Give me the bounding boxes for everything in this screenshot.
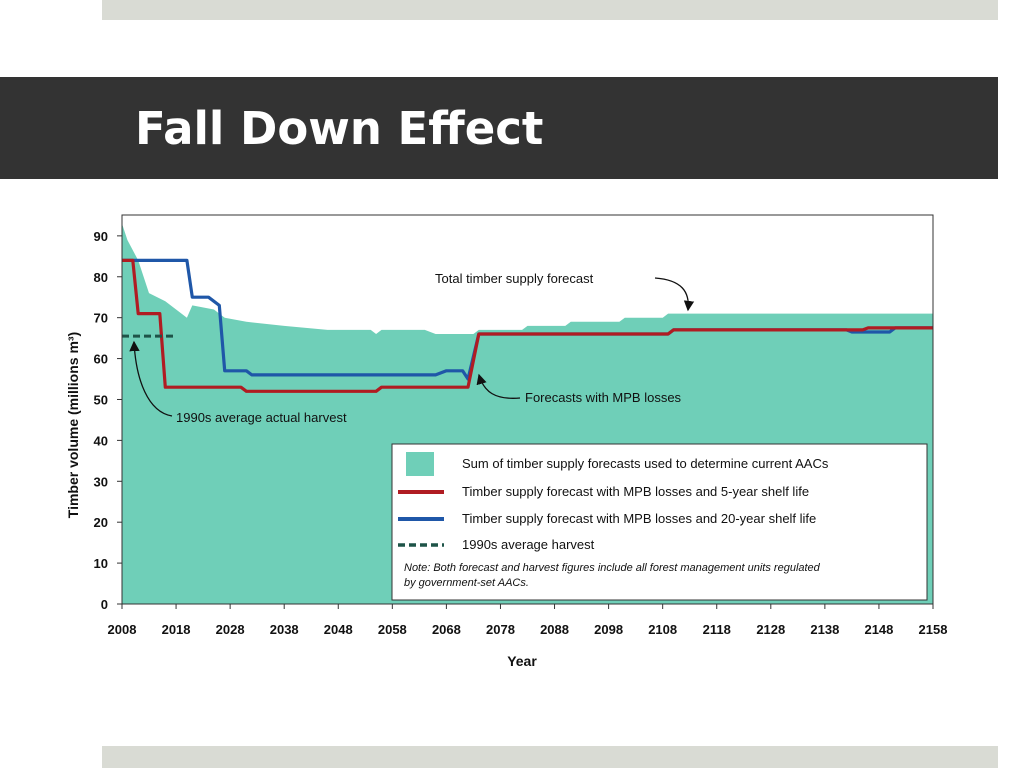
- slide-title: Fall Down Effect: [135, 102, 544, 155]
- x-tick-label: 2148: [864, 622, 893, 637]
- legend-label-area: Sum of timber supply forecasts used to d…: [462, 456, 829, 471]
- x-tick-label: 2128: [756, 622, 785, 637]
- plot-frame: [121, 214, 934, 605]
- x-tick-label: 2028: [216, 622, 245, 637]
- y-tick-label: 40: [94, 433, 108, 448]
- bottom-decor-bar: [102, 746, 998, 768]
- legend-label-red: Timber supply forecast with MPB losses a…: [462, 484, 809, 499]
- legend-note-line-2: by government-set AACs.: [404, 577, 529, 589]
- x-tick-label: 2038: [270, 622, 299, 637]
- annotation-total-supply-text: Total timber supply forecast: [435, 271, 594, 286]
- y-tick-label: 60: [94, 352, 108, 367]
- x-tick-label: 2048: [324, 622, 353, 637]
- chart-axes: [121, 214, 934, 605]
- x-tick-label: 2078: [486, 622, 515, 637]
- annotation-mpb-losses-arrow: [476, 373, 521, 399]
- annotation-total-supply: Total timber supply forecast: [435, 271, 695, 312]
- line-series-5-year: [122, 258, 933, 393]
- top-decor-bar: [102, 0, 998, 20]
- legend-note-line-1: Note: Both forecast and harvest figures …: [404, 562, 821, 574]
- x-tick-label: 2108: [648, 622, 677, 637]
- annotation-total-supply-arrow: [654, 277, 695, 312]
- x-tick-label: 2068: [432, 622, 461, 637]
- x-tick-label: 2058: [378, 622, 407, 637]
- y-tick-label: 50: [94, 392, 108, 407]
- y-tick-label: 90: [94, 229, 108, 244]
- annotation-harvest-text: 1990s average actual harvest: [176, 410, 347, 425]
- x-tick-label: 2158: [919, 622, 948, 637]
- x-tick-label: 2018: [162, 622, 191, 637]
- y-axis-label: Timber volume (millions m³): [65, 332, 81, 518]
- legend-box: [391, 443, 928, 601]
- x-tick-label: 2138: [810, 622, 839, 637]
- y-tick-label: 10: [94, 556, 108, 571]
- y-tick-label: 80: [94, 270, 108, 285]
- x-tick-label: 2008: [108, 622, 137, 637]
- line-series-20-year: [122, 258, 933, 381]
- annotation-harvest-arrow: [129, 340, 173, 417]
- y-tick-label: 30: [94, 474, 108, 489]
- legend-label-blue: Timber supply forecast with MPB losses a…: [462, 511, 816, 526]
- chart-line-layer: [122, 258, 933, 393]
- x-tick-label: 2088: [540, 622, 569, 637]
- x-tick-label: 2098: [594, 622, 623, 637]
- annotation-mpb-losses-text: Forecasts with MPB losses: [525, 390, 682, 405]
- title-band: [0, 77, 998, 179]
- y-tick-label: 70: [94, 311, 108, 326]
- chart-ticks: 2008 2018 2028 2038 2048 2058 2068 2078 2088 2098…: [94, 229, 948, 637]
- x-axis-label: Year: [507, 653, 537, 669]
- chart-legend: Sum of timber supply forecasts used to d…: [391, 443, 928, 601]
- legend-swatch-area: [406, 452, 434, 476]
- legend-note: Note: Both forecast and harvest figures …: [404, 562, 823, 589]
- legend-label-dashed: 1990s average harvest: [462, 537, 595, 552]
- x-tick-label: 2118: [703, 622, 731, 637]
- y-tick-label: 0: [101, 597, 108, 612]
- y-tick-label: 20: [94, 515, 108, 530]
- annotation-harvest: 1990s average actual harvest: [129, 340, 347, 425]
- annotation-mpb-losses: Forecasts with MPB losses: [476, 373, 682, 405]
